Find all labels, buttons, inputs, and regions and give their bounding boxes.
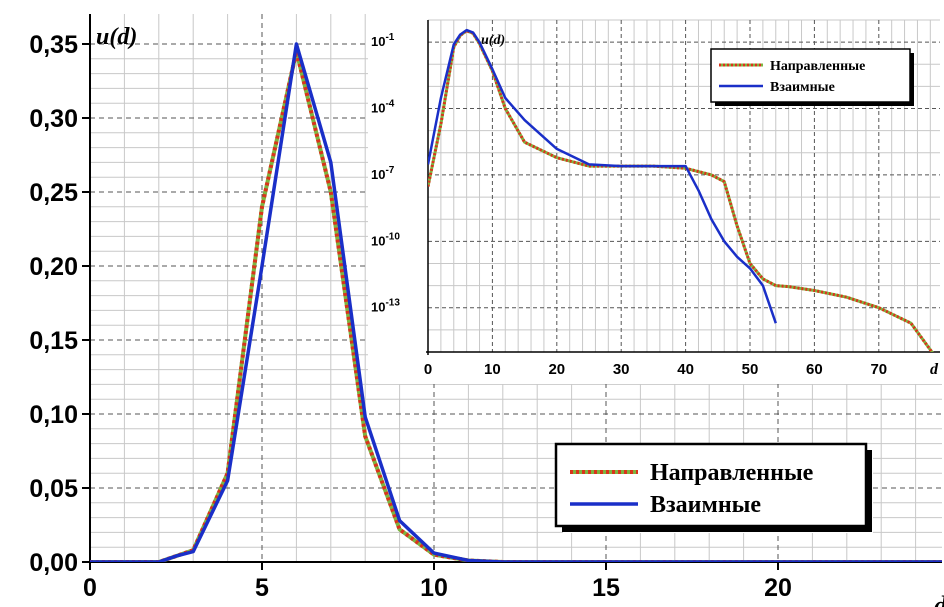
inset-legend: Направленные Взаимные: [710, 48, 914, 106]
x-tick-label: 10: [420, 574, 448, 602]
y-tick-label: 0,35: [29, 31, 78, 59]
y-tick-label: 0,25: [29, 179, 78, 207]
inset-x-tick-label: 30: [613, 361, 630, 378]
inset-y-tick-base: 10: [371, 167, 385, 182]
inset-legend-shadow-bottom: [715, 102, 914, 106]
y-tick-label: 0,30: [29, 105, 78, 133]
inset-series-group: [428, 28, 934, 352]
inset-series-line-mutual: [428, 28, 777, 324]
y-axis-label: u(d): [96, 24, 137, 50]
inset-x-tick-label: 40: [677, 361, 694, 378]
inset-y-tick-base: 10: [371, 233, 385, 248]
y-tick-label: 0,00: [29, 549, 78, 577]
main-series-group: [90, 42, 942, 562]
inset-legend-label: Направленные: [770, 59, 865, 74]
x-tick-label: 15: [592, 574, 620, 602]
inset-x-tick-label: 10: [484, 361, 501, 378]
legend-label: Взаимные: [650, 492, 761, 518]
main-legend: Направленные Взаимные: [554, 442, 873, 533]
inset-x-tick-label: 70: [870, 361, 887, 378]
inset-x-tick-label: 0: [424, 361, 432, 378]
inset-x-tick-label: 20: [548, 361, 565, 378]
inset-y-tick-label: 10-7: [371, 165, 395, 182]
inset-x-tick-label: 50: [742, 361, 759, 378]
inset-y-tick-exponent: -7: [385, 165, 394, 176]
inset-y-tick-label: 10-4: [371, 99, 395, 116]
inset-y-tick-label: 10-1: [371, 32, 395, 49]
inset-legend-label: Взаимные: [770, 80, 835, 95]
x-tick-label: 5: [255, 574, 269, 602]
inset-x-tick-label: 60: [806, 361, 823, 378]
x-tick-label: 0: [83, 574, 97, 602]
y-axis-label: u(d): [481, 33, 505, 48]
inset-y-tick-exponent: -13: [385, 298, 400, 309]
y-tick-label: 0,15: [29, 327, 78, 355]
inset-y-tick-exponent: -4: [385, 99, 394, 110]
y-tick-label: 0,20: [29, 253, 78, 281]
inset-x-axis-label: d: [930, 361, 939, 378]
series-line-mutual: [90, 42, 942, 562]
x-axis-label: d: [934, 591, 944, 607]
inset-y-tick-base: 10: [371, 101, 385, 116]
x-tick-label: 20: [764, 574, 792, 602]
legend-label: Направленные: [650, 460, 814, 486]
inset-y-tick-base: 10: [371, 34, 385, 49]
inset-legend-shadow-right: [910, 53, 914, 106]
y-tick-label: 0,10: [29, 401, 78, 429]
legend-shadow-right: [866, 450, 872, 532]
inset-y-tick-label: 10-13: [371, 298, 400, 315]
y-tick-label: 0,05: [29, 475, 78, 503]
inset-y-tick-label: 10-10: [371, 231, 400, 248]
inset-y-tick-exponent: -1: [385, 32, 394, 43]
inset-y-tick-exponent: -10: [385, 231, 400, 242]
inset-y-tick-base: 10: [371, 300, 385, 315]
legend-shadow-bottom: [562, 526, 872, 532]
